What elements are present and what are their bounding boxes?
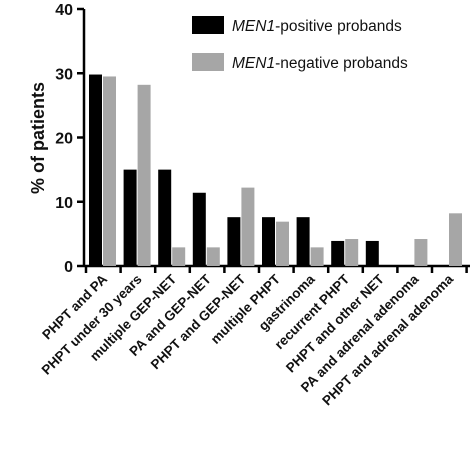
legend-label-negative: MEN1-negative probands: [232, 55, 408, 72]
bars: [89, 74, 462, 267]
bar-men1-negative: [137, 84, 151, 266]
bar-men1-negative: [345, 239, 359, 266]
bar-men1-positive: [262, 217, 275, 266]
bar-men1-positive: [158, 169, 172, 266]
y-tick-label: 0: [64, 259, 73, 276]
bar-men1-positive: [89, 74, 102, 266]
bar-men1-positive: [331, 240, 345, 266]
bar-men1-positive: [365, 240, 379, 266]
bar-men1-positive: [296, 217, 310, 266]
bar-men1-negative: [276, 221, 289, 266]
y-tick-label: 30: [55, 66, 73, 83]
y-tick-label: 10: [55, 195, 73, 212]
bar-men1-negative: [206, 247, 220, 266]
y-axis-title: % of patients: [28, 82, 48, 194]
bar-men1-positive: [227, 217, 241, 266]
y-tick-label: 20: [55, 131, 73, 148]
legend-swatch-negative: [192, 53, 224, 71]
y-tick-label: 40: [55, 2, 73, 19]
bar-men1-negative: [414, 239, 428, 266]
legend: MEN1-positive probands MEN1-negative prob…: [192, 16, 408, 72]
bar-men1-negative: [172, 247, 186, 266]
bar-men1-positive: [123, 169, 137, 266]
bar-men1-negative: [310, 247, 324, 266]
bar-men1-negative: [103, 76, 116, 267]
bar-men1-negative: [449, 213, 462, 266]
bar-men1-positive: [192, 192, 206, 266]
legend-swatch-positive: [192, 16, 224, 34]
bar-men1-negative: [241, 187, 255, 266]
legend-label-positive: MEN1-positive probands: [232, 18, 402, 35]
